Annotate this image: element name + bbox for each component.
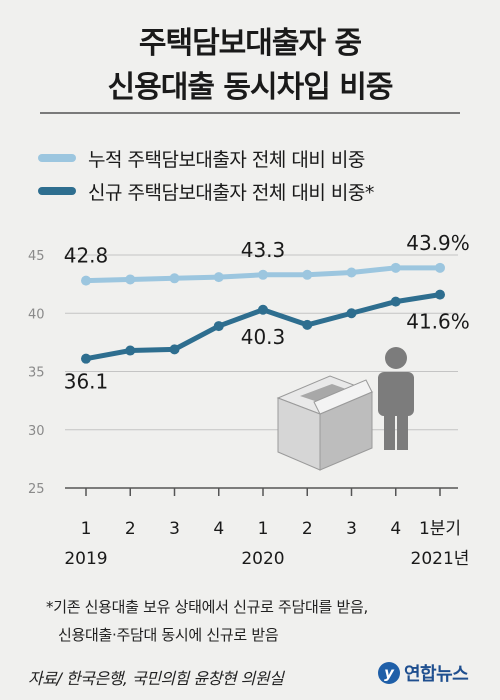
- legend-swatch-new: [38, 187, 76, 195]
- legend-item-cumulative: 누적 주택담보대출자 전체 대비 비중: [38, 144, 365, 172]
- legend-label-new: 신규 주택담보대출자 전체 대비 비중*: [88, 181, 374, 204]
- data-label: 43.9%: [406, 231, 470, 255]
- data-point: [346, 267, 357, 278]
- data-point: [169, 344, 180, 355]
- x-year-label: 2020: [241, 549, 284, 569]
- data-point: [346, 308, 357, 319]
- footnote-line2: 신용대출·주담대 동시에 신규로 받음: [58, 626, 279, 644]
- box-with-person-illustration: [276, 347, 414, 471]
- data-point: [125, 274, 136, 285]
- legend-swatch-cumulative: [38, 154, 76, 162]
- y-tick-label: 30: [28, 424, 45, 439]
- footnote-line1: *기존 신용대출 보유 상태에서 신규로 주담대를 받음,: [46, 598, 368, 616]
- data-point: [435, 289, 445, 300]
- yonhap-logo: y 연합뉴스: [378, 660, 469, 686]
- data-point: [302, 319, 313, 330]
- data-point: [213, 321, 224, 332]
- data-point: [81, 275, 91, 286]
- y-tick-label: 25: [28, 482, 45, 497]
- x-tick-label: 3: [169, 519, 180, 539]
- data-point: [258, 304, 268, 315]
- yonhap-logo-text: 연합뉴스: [404, 664, 469, 685]
- data-point: [390, 262, 401, 273]
- y-tick-label: 40: [28, 307, 45, 322]
- data-point: [435, 262, 445, 273]
- y-tick-label: 45: [28, 249, 45, 264]
- data-point: [169, 273, 180, 284]
- data-label: 43.3: [241, 238, 286, 262]
- source-note: 자료/ 한국은행, 국민의힘 윤창현 의원실: [28, 669, 284, 688]
- y-tick-label: 35: [28, 366, 45, 381]
- x-tick-label: 1: [258, 519, 269, 539]
- data-label: 41.6%: [406, 310, 470, 334]
- x-year-label: 2019: [64, 549, 107, 569]
- data-point: [258, 269, 268, 280]
- data-label: 42.8: [64, 244, 109, 268]
- x-tick-label: 4: [390, 519, 401, 539]
- data-point: [81, 353, 91, 364]
- yonhap-logo-icon: y: [378, 662, 400, 684]
- x-tick-label: 2: [125, 519, 136, 539]
- chart-title-line2: 신용대출 동시차입 비중: [107, 70, 394, 105]
- data-point: [390, 296, 401, 307]
- data-label: 40.3: [241, 325, 286, 349]
- x-tick-label: 1분기: [419, 519, 461, 539]
- data-point: [125, 345, 136, 356]
- data-point: [302, 269, 313, 280]
- data-point: [213, 272, 224, 283]
- title-divider: [40, 112, 460, 114]
- x-tick-label: 1: [81, 519, 92, 539]
- chart-title-line1: 주택담보대출자 중: [138, 26, 362, 61]
- x-tick-label: 4: [213, 519, 224, 539]
- x-year-label: 2021년: [411, 549, 470, 569]
- data-label: 36.1: [64, 370, 109, 394]
- legend-label-cumulative: 누적 주택담보대출자 전체 대비 비중: [88, 148, 365, 171]
- x-tick-label: 2: [302, 519, 313, 539]
- x-tick-label: 3: [346, 519, 357, 539]
- legend-item-new: 신규 주택담보대출자 전체 대비 비중*: [38, 177, 374, 205]
